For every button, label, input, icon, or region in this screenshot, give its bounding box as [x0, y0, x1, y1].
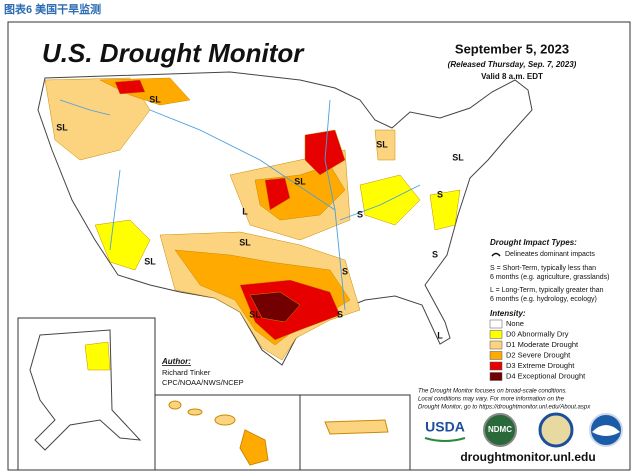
- impact-delineates: Delineates dominant impacts: [505, 251, 595, 258]
- note: The Drought Monitor focuses on broad-sca…: [418, 389, 567, 395]
- d0-mid-atlantic: [429, 189, 461, 231]
- ndmc-logo: NDMC: [488, 425, 512, 434]
- d3-montana: [114, 79, 146, 95]
- impact-short: S = Short-Term, typically less than: [490, 265, 596, 272]
- intensity-swatch: [489, 351, 503, 360]
- intensity-label: D1 Moderate Drought: [506, 340, 579, 349]
- puerto-rico: [324, 419, 389, 435]
- map-label: S: [337, 309, 343, 319]
- alaska: [29, 329, 142, 451]
- map-label: SL: [239, 237, 251, 247]
- map-label: SL: [149, 94, 161, 104]
- columbia: [59, 99, 111, 116]
- map-label: SL: [452, 152, 464, 162]
- kauai: [168, 400, 182, 410]
- d0-southwest: [94, 219, 151, 271]
- map-label: S: [357, 209, 363, 219]
- big-island: [239, 429, 269, 466]
- rivers: [59, 99, 421, 311]
- d4-texas: [249, 291, 301, 323]
- d1-northwest: [44, 77, 151, 161]
- molokai-maui: [214, 414, 236, 426]
- impact-long: 6 months (e.g. hydrology, ecology): [490, 296, 597, 303]
- website: droughtmonitor.unl.edu: [460, 450, 595, 464]
- caption: 图表6 美国干旱监测: [4, 2, 101, 16]
- colorado: [109, 169, 121, 251]
- intensity-swatch: [489, 361, 503, 371]
- map-label: SL: [294, 176, 306, 186]
- map-label: SL: [249, 309, 261, 319]
- d1-michigan: [374, 129, 396, 161]
- map-label: L: [437, 330, 443, 340]
- intensity-swatch: [489, 340, 503, 350]
- map-label: S: [342, 266, 348, 276]
- drought-areas: [44, 77, 461, 361]
- map-label: SL: [56, 122, 68, 132]
- usda-logo: USDA: [425, 419, 465, 435]
- map-labels: SLSLSLSLSLLSLSLSSSLSLSSSSL: [56, 94, 464, 444]
- noaa-bird: [592, 425, 620, 436]
- map-label: SL: [376, 139, 388, 149]
- usda-swoosh: [424, 437, 466, 442]
- alaska-d0: [84, 341, 111, 371]
- d3-iowa: [304, 129, 346, 176]
- ohio: [339, 184, 421, 221]
- impact-line-icon: [491, 252, 501, 257]
- impact-heading: Drought Impact Types:: [490, 238, 577, 247]
- map-label: L: [242, 206, 248, 216]
- intensity-label: D2 Severe Drought: [506, 350, 571, 359]
- logos: USDA NDMC: [424, 412, 623, 448]
- hawaii: [168, 400, 269, 466]
- note: Local conditions may vary. For more info…: [418, 397, 565, 403]
- missouri: [149, 109, 336, 211]
- map-label: SL: [144, 256, 156, 266]
- author-name: Richard Tinker: [162, 368, 211, 377]
- intensity-label: D0 Abnormally Dry: [506, 329, 569, 338]
- map-title: U.S. Drought Monitor: [42, 38, 305, 68]
- intensity-swatch: [489, 330, 503, 339]
- released: (Released Thursday, Sep. 7, 2023): [448, 60, 577, 69]
- map-label: S: [432, 249, 438, 259]
- intensity-label: D3 Extreme Drought: [506, 361, 575, 370]
- intensity-label: D4 Exceptional Drought: [506, 371, 586, 380]
- intensity-swatch: [489, 372, 503, 381]
- impact-long: L = Long-Term, typically greater than: [490, 287, 604, 294]
- commerce-seal: [538, 412, 574, 448]
- ndmc-badge: [483, 413, 517, 447]
- author-heading: Author:: [161, 357, 191, 366]
- author-org: CPC/NOAA/NWS/NCEP: [162, 378, 244, 387]
- valid: Valid 8 a.m. EDT: [481, 72, 543, 81]
- note: Drought Monitor, go to https://droughtmo…: [418, 405, 591, 411]
- impact-short: 6 months (e.g. agriculture, grasslands): [490, 274, 609, 281]
- map-label: S: [437, 189, 443, 199]
- oahu: [187, 408, 203, 416]
- intensity-heading: Intensity:: [490, 309, 526, 318]
- intensity-swatch: [489, 319, 503, 329]
- intensity-label: None: [506, 319, 524, 328]
- date: September 5, 2023: [455, 41, 569, 56]
- d3-kansas: [264, 177, 291, 211]
